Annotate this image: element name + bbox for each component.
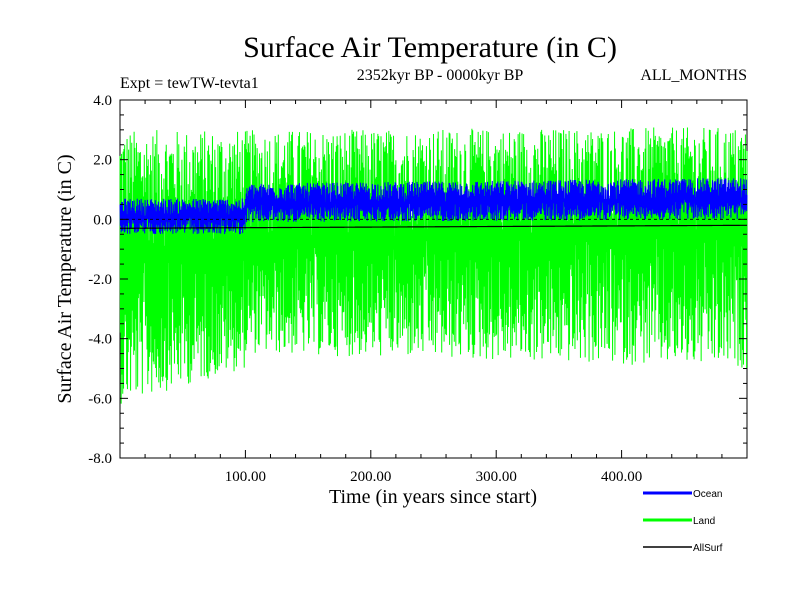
chart-subtitle-left: Expt = tewTW-tevta1 [120,75,259,92]
series-land-line [119,127,748,404]
legend-item-allsurf: AllSurf [643,543,723,554]
chart-subtitle-center: 2352kyr BP - 0000kyr BP [357,67,524,84]
y-tick-label: 2.0 [93,153,112,169]
y-tick-label: -8.0 [88,451,112,467]
y-tick-label: -6.0 [88,391,112,407]
legend-item-ocean: Ocean [643,489,722,500]
legend-label: AllSurf [693,543,723,554]
legend: Ocean Land AllSurf [643,489,723,554]
series-layer [119,127,748,404]
y-tick-label: 0.0 [93,212,112,228]
y-tick-label: 4.0 [93,93,112,109]
chart-subtitle-right: ALL_MONTHS [640,67,747,84]
x-axis-label: Time (in years since start) [329,486,537,508]
x-tick-label: 400.00 [601,469,642,485]
legend-item-land: Land [643,516,715,527]
series-land [119,127,748,404]
series-allsurf-line [120,224,747,229]
x-tick-label: 100.00 [225,469,266,485]
series-allsurf [120,224,747,229]
x-tick-label: 200.00 [350,469,391,485]
series-ocean-line [119,178,748,235]
y-tick-label: -4.0 [88,332,112,348]
legend-label: Land [693,516,715,527]
ticks-layer: 100.00 200.00 300.00 400.00 4.0 2.0 0.0 -2.0 -4.… [88,93,747,485]
legend-label: Ocean [693,489,722,500]
y-tick-label: -2.0 [88,272,112,288]
x-tick-label: 300.00 [476,469,517,485]
chart-title: Surface Air Temperature (in C) [243,31,617,64]
series-ocean [119,178,748,235]
y-axis-label: Surface Air Temperature (in C) [54,154,76,403]
